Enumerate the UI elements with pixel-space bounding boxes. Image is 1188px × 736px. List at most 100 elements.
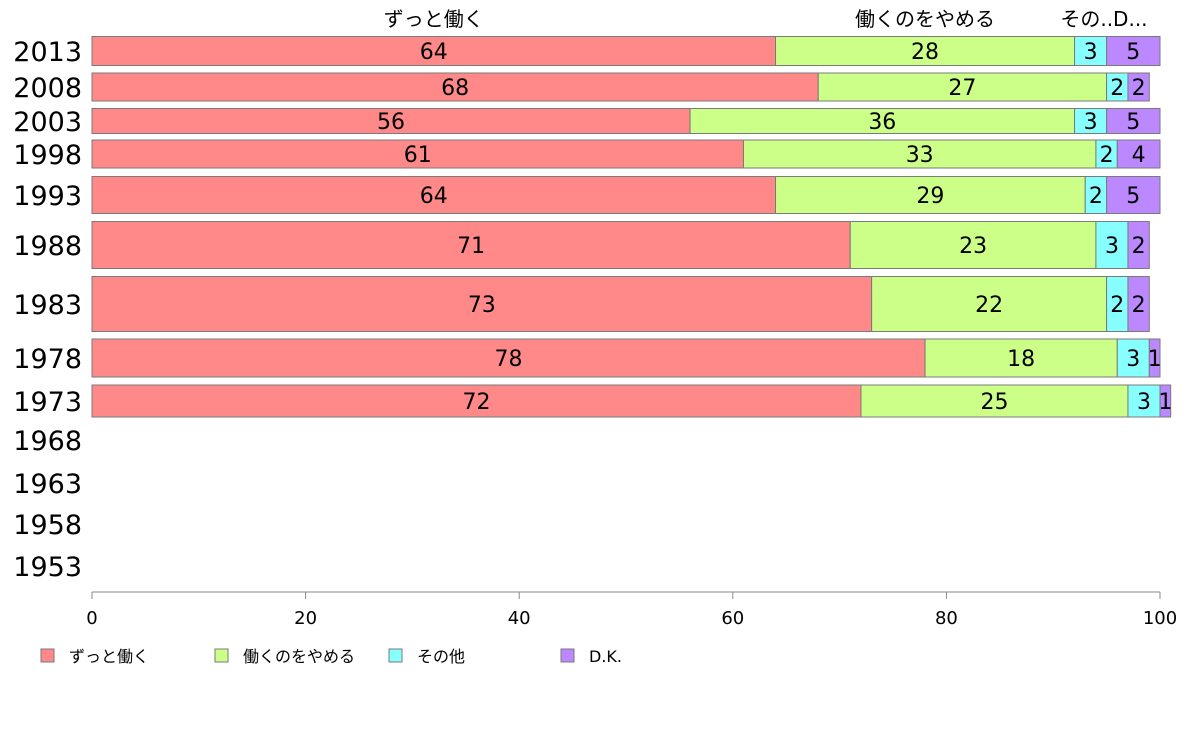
data-label-1983-s3: 2 <box>1132 293 1146 318</box>
bar-segment-2003-s2 <box>1074 108 1108 134</box>
bar-segment-1988-s1 <box>849 221 1097 269</box>
data-label-1983-s2: 2 <box>1110 293 1124 318</box>
data-label-1988-s2: 3 <box>1105 234 1119 259</box>
data-label-2008-s1: 27 <box>948 76 976 101</box>
data-label-1978-s2: 3 <box>1126 347 1140 372</box>
bar-segment-1978-s1 <box>924 338 1118 378</box>
bar-segment-1993-s3 <box>1106 176 1161 214</box>
year-label-1983: 1983 <box>13 290 82 321</box>
top-series-label-2: その..D... <box>1060 7 1147 31</box>
data-label-2013-s2: 3 <box>1084 40 1098 65</box>
bar-segment-1983-s0 <box>91 276 873 332</box>
data-label-2013-s1: 28 <box>911 40 939 65</box>
bar-segment-2013-s1 <box>775 36 1076 66</box>
data-label-1983-s1: 22 <box>975 293 1003 318</box>
data-label-2003-s2: 3 <box>1084 110 1098 135</box>
legend-swatch-0 <box>40 648 55 663</box>
bar-segment-2013-s3 <box>1106 36 1161 66</box>
top-series-label-1: 働くのをやめる <box>855 7 995 31</box>
bar-segment-1973-s2 <box>1127 384 1161 418</box>
bar-segment-1998-s3 <box>1116 139 1161 169</box>
legend-label-1: 働くのをやめる <box>243 647 355 666</box>
bar-segment-1998-s0 <box>91 139 744 169</box>
data-label-1978-s1: 18 <box>1007 347 1035 372</box>
data-label-2013-s0: 64 <box>420 40 448 65</box>
data-label-1998-s1: 33 <box>906 143 934 168</box>
year-label-1998: 1998 <box>13 140 82 171</box>
year-label-1968: 1968 <box>13 426 82 457</box>
bar-segment-1993-s1 <box>775 176 1086 214</box>
bar-segment-2013-s0 <box>91 36 777 66</box>
bar-segment-1983-s1 <box>871 276 1108 332</box>
x-axis: 0 20 40 60 80 100 <box>86 591 1177 629</box>
data-label-1978-s3: 1 <box>1148 347 1162 372</box>
bar-segment-1978-s2 <box>1116 338 1150 378</box>
x-tick-label-40: 40 <box>508 608 531 629</box>
legend-label-0: ずっと働く <box>69 647 149 666</box>
data-label-1993-s1: 29 <box>916 184 944 209</box>
x-tick-label-60: 60 <box>721 608 744 629</box>
data-label-1993-s0: 64 <box>420 184 448 209</box>
bar-segment-2013-s2 <box>1074 36 1108 66</box>
legend-swatch-1 <box>214 648 229 663</box>
data-label-1993-s3: 5 <box>1126 184 1140 209</box>
data-label-1988-s3: 2 <box>1132 234 1146 259</box>
x-tick-label-20: 20 <box>294 608 317 629</box>
bar-segment-1998-s1 <box>742 139 1097 169</box>
bar-segment-1978-s0 <box>91 338 926 378</box>
data-label-1973-s0: 72 <box>462 390 490 415</box>
year-label-1958: 1958 <box>13 510 82 541</box>
bar-segment-2003-s0 <box>91 108 691 134</box>
data-label-2013-s3: 5 <box>1126 40 1140 65</box>
year-label-1978: 1978 <box>13 344 82 375</box>
x-tick-label-100: 100 <box>1143 608 1177 629</box>
bar-segment-1988-s0 <box>91 221 851 269</box>
data-label-2003-s1: 36 <box>868 110 896 135</box>
year-label-2013: 2013 <box>13 37 82 68</box>
bar-segment-2008-s0 <box>91 72 819 102</box>
bar-segment-2003-s1 <box>689 108 1076 134</box>
data-label-1973-s2: 3 <box>1137 390 1151 415</box>
data-label-2003-s3: 5 <box>1126 110 1140 135</box>
bar-segment-1983-s3 <box>1127 276 1150 332</box>
data-label-1988-s0: 71 <box>457 234 485 259</box>
year-label-1963: 1963 <box>13 469 82 500</box>
bar-segment-1973-s1 <box>860 384 1129 418</box>
bar-segment-2008-s1 <box>817 72 1108 102</box>
legend: ずっと働く 働くのをやめる その他 D.K. <box>40 647 622 666</box>
x-tick-label-0: 0 <box>86 608 97 629</box>
data-label-1988-s1: 23 <box>959 234 987 259</box>
bar-segment-1978-s3 <box>1148 338 1161 378</box>
data-label-1998-s2: 2 <box>1100 143 1114 168</box>
legend-swatch-3 <box>560 648 575 663</box>
data-label-1973-s3: 1 <box>1158 390 1172 415</box>
year-label-2003: 2003 <box>13 107 82 138</box>
data-label-2008-s3: 2 <box>1132 76 1146 101</box>
legend-swatch-2 <box>388 648 403 663</box>
year-label-2008: 2008 <box>13 73 82 104</box>
top-series-label-0: ずっと働く <box>384 7 484 31</box>
year-label-1988: 1988 <box>13 231 82 262</box>
bar-segment-2003-s3 <box>1106 108 1161 134</box>
data-label-1983-s0: 73 <box>468 293 496 318</box>
x-tick-label-80: 80 <box>935 608 958 629</box>
bar-segment-1973-s0 <box>91 384 862 418</box>
data-label-2003-s0: 56 <box>377 110 405 135</box>
bar-segment-1993-s0 <box>91 176 777 214</box>
bar-segment-2008-s3 <box>1127 72 1150 102</box>
bar-segment-1973-s3 <box>1159 384 1172 418</box>
year-label-1953: 1953 <box>13 552 82 583</box>
legend-label-3: D.K. <box>589 647 622 666</box>
data-label-1978-s0: 78 <box>495 347 523 372</box>
year-label-1973: 1973 <box>13 387 82 418</box>
data-label-2008-s2: 2 <box>1110 76 1124 101</box>
data-label-1998-s0: 61 <box>404 143 432 168</box>
legend-label-2: その他 <box>417 647 465 666</box>
data-label-1993-s2: 2 <box>1089 184 1103 209</box>
data-label-1998-s3: 4 <box>1132 143 1146 168</box>
data-label-1973-s1: 25 <box>980 390 1008 415</box>
year-label-1993: 1993 <box>13 181 82 212</box>
top-series-labels: ずっと働く 働くのをやめる その..D... <box>384 7 1148 31</box>
